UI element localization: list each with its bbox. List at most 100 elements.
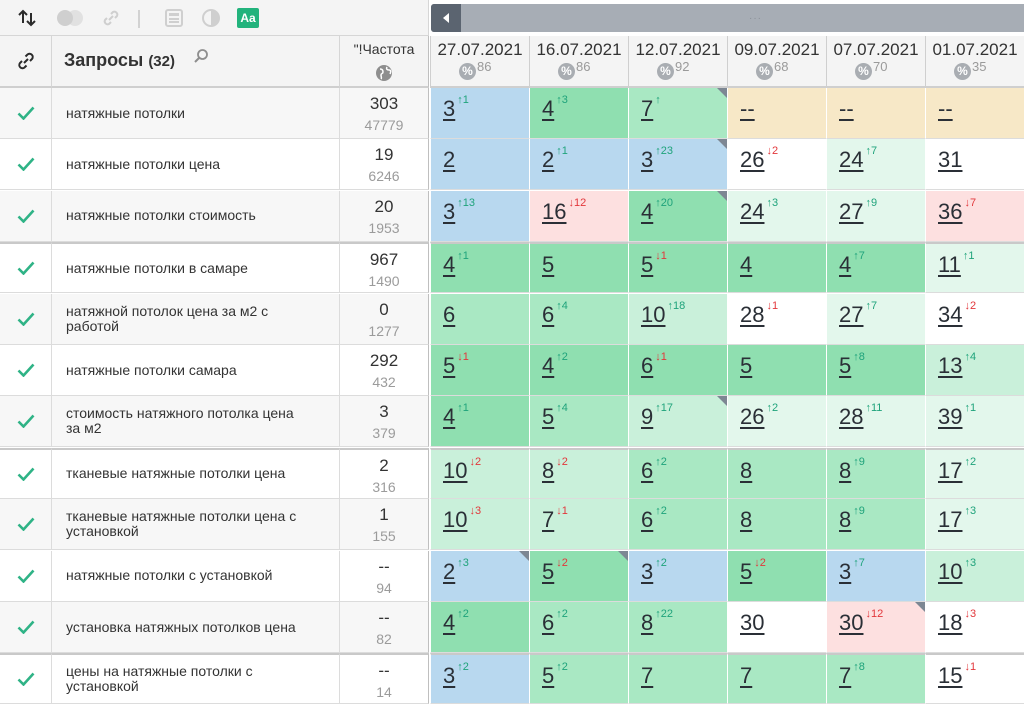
query-text[interactable]: установка натяжных потолков цена	[52, 602, 340, 653]
position-value[interactable]: 2	[443, 147, 456, 173]
position-cell[interactable]: 5 ↓1	[430, 345, 529, 396]
position-cell[interactable]: 3 ↑7	[826, 550, 925, 602]
date-column-header[interactable]: 09.07.2021% 68	[727, 36, 826, 88]
position-value[interactable]: 4 ↑1	[443, 250, 469, 278]
position-cell[interactable]: 4 ↑2	[529, 345, 628, 396]
position-value[interactable]: 6	[443, 301, 456, 327]
position-cell[interactable]: 3 ↑1	[430, 88, 529, 139]
position-value[interactable]: 26 ↑2	[740, 402, 779, 430]
position-cell[interactable]: 5	[529, 242, 628, 294]
position-cell[interactable]: 6	[430, 293, 529, 345]
position-cell[interactable]: 7 ↑	[628, 88, 727, 139]
row-checkbox[interactable]	[0, 190, 52, 242]
row-checkbox[interactable]	[0, 602, 52, 653]
position-value[interactable]: 26 ↓2	[740, 145, 779, 173]
position-cell[interactable]: 28 ↓1	[727, 293, 826, 345]
position-cell[interactable]: 5 ↓2	[529, 550, 628, 602]
position-value[interactable]: 34 ↓2	[938, 299, 977, 327]
position-value[interactable]: 27 ↑9	[839, 196, 878, 224]
position-cell[interactable]: 5 ↑8	[826, 345, 925, 396]
query-text[interactable]: натяжные потолки с установкой	[52, 550, 340, 602]
position-cell[interactable]: 8	[727, 499, 826, 551]
position-cell[interactable]: 26 ↓2	[727, 139, 826, 191]
position-cell[interactable]: 5 ↓1	[628, 242, 727, 294]
search-icon[interactable]	[193, 48, 209, 64]
position-value[interactable]: 8 ↑9	[839, 455, 865, 483]
row-checkbox[interactable]	[0, 88, 52, 139]
position-value[interactable]: 28 ↓1	[740, 299, 779, 327]
position-value[interactable]: 5 ↓2	[542, 556, 568, 584]
row-checkbox[interactable]	[0, 550, 52, 602]
position-cell[interactable]: 30	[727, 602, 826, 653]
position-cell[interactable]: 15 ↓1	[925, 653, 1024, 705]
position-value[interactable]: 24 ↑7	[839, 145, 878, 173]
position-cell[interactable]: 4 ↑20	[628, 190, 727, 242]
query-text[interactable]: стоимость натяжного потолка цена за м2	[52, 396, 340, 448]
position-cell[interactable]: 24 ↑7	[826, 139, 925, 191]
position-cell[interactable]: 8 ↑9	[826, 499, 925, 551]
position-value[interactable]: 18 ↓3	[938, 608, 977, 635]
position-cell[interactable]: 4	[727, 242, 826, 294]
position-cell[interactable]: 6 ↑4	[529, 293, 628, 345]
position-cell[interactable]: 36 ↓7	[925, 190, 1024, 242]
position-value[interactable]: 4 ↑3	[542, 94, 568, 121]
query-text[interactable]: натяжные потолки самара	[52, 345, 340, 396]
position-cell[interactable]: 10 ↑18	[628, 293, 727, 345]
position-value[interactable]: 4 ↑1	[443, 402, 469, 430]
header-frequency[interactable]: "!Частота	[340, 36, 429, 88]
position-value[interactable]: 30 ↓12	[839, 608, 884, 635]
position-cell[interactable]: 8 ↑9	[826, 447, 925, 499]
position-value[interactable]: 30	[740, 610, 765, 635]
position-value[interactable]: 4 ↑2	[443, 608, 469, 635]
position-cell[interactable]: 10 ↓2	[430, 447, 529, 499]
header-queries[interactable]: Запросы (32)	[52, 36, 340, 88]
position-value[interactable]: 3 ↑7	[839, 556, 865, 584]
position-value[interactable]: 6 ↑4	[542, 299, 568, 327]
position-value[interactable]: 8 ↓2	[542, 455, 568, 483]
scroll-left-button[interactable]	[431, 4, 461, 32]
position-value[interactable]: 24 ↑3	[740, 196, 779, 224]
position-cell[interactable]: 2 ↑1	[529, 139, 628, 191]
position-value[interactable]: 8	[740, 507, 753, 533]
position-cell[interactable]: 2	[430, 139, 529, 191]
date-column-header[interactable]: 01.07.2021% 35	[925, 36, 1024, 88]
position-cell[interactable]: 9 ↑17	[628, 396, 727, 448]
position-value[interactable]: 17 ↑3	[938, 505, 977, 533]
position-cell[interactable]: --	[826, 88, 925, 139]
row-checkbox[interactable]	[0, 653, 52, 705]
position-cell[interactable]: 8	[727, 447, 826, 499]
link-icon[interactable]	[100, 8, 122, 28]
position-value[interactable]: --	[938, 96, 953, 121]
position-cell[interactable]: 7	[727, 653, 826, 705]
font-icon[interactable]: Aa	[237, 8, 259, 28]
position-value[interactable]: 3 ↑1	[443, 94, 469, 121]
position-cell[interactable]: 7	[628, 653, 727, 705]
position-value[interactable]: 39 ↑1	[938, 402, 977, 430]
position-value[interactable]: 10 ↑18	[641, 299, 686, 327]
position-cell[interactable]: 8 ↓2	[529, 447, 628, 499]
position-cell[interactable]: 6 ↑2	[628, 447, 727, 499]
position-value[interactable]: 5 ↓1	[443, 351, 469, 378]
position-value[interactable]: 5 ↓2	[740, 556, 766, 584]
position-value[interactable]: 4 ↑20	[641, 196, 673, 224]
date-column-header[interactable]: 16.07.2021% 86	[529, 36, 628, 88]
position-cell[interactable]: 17 ↑2	[925, 447, 1024, 499]
row-checkbox[interactable]	[0, 396, 52, 448]
position-cell[interactable]: 3 ↑2	[628, 550, 727, 602]
query-text[interactable]: тканевые натяжные потолки цена с установ…	[52, 499, 340, 551]
position-cell[interactable]: 3 ↑2	[430, 653, 529, 705]
position-cell[interactable]: 5 ↓2	[727, 550, 826, 602]
position-value[interactable]: 5 ↑8	[839, 351, 865, 378]
position-cell[interactable]: 11 ↑1	[925, 242, 1024, 294]
position-cell[interactable]: 26 ↑2	[727, 396, 826, 448]
position-value[interactable]: 15 ↓1	[938, 661, 977, 689]
position-cell[interactable]: 31	[925, 139, 1024, 191]
row-checkbox[interactable]	[0, 499, 52, 551]
position-cell[interactable]: 2 ↑3	[430, 550, 529, 602]
row-checkbox[interactable]	[0, 242, 52, 294]
query-text[interactable]: натяжные потолки в самаре	[52, 242, 340, 294]
position-value[interactable]: 8	[740, 457, 753, 483]
position-value[interactable]: 31	[938, 147, 963, 173]
horizontal-scrollbar[interactable]: ···	[431, 4, 1024, 32]
position-value[interactable]: 13 ↑4	[938, 351, 977, 378]
